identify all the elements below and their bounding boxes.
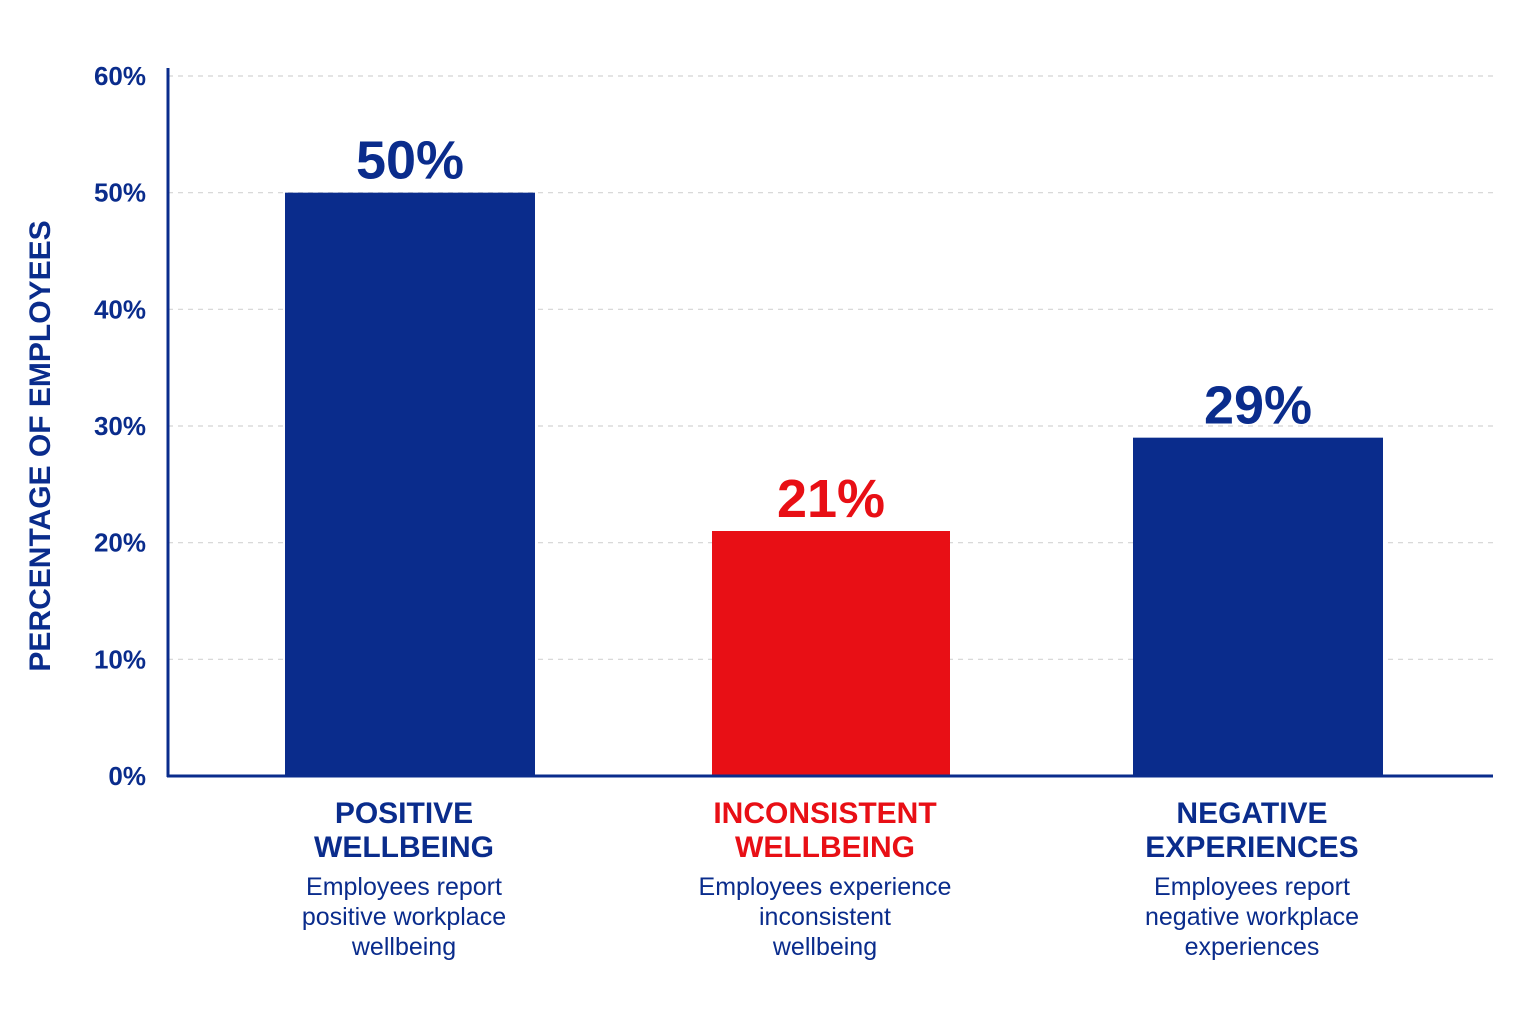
y-axis-title: PERCENTAGE OF EMPLOYEES xyxy=(24,220,57,671)
bar xyxy=(1133,437,1383,775)
category-title: WELLBEING xyxy=(314,831,494,864)
bar-value-label: 21% xyxy=(777,469,885,529)
y-tick-label: 10% xyxy=(94,644,146,674)
category-title: EXPERIENCES xyxy=(1145,831,1358,864)
category-title: NEGATIVE xyxy=(1176,797,1327,830)
category-description: Employees report xyxy=(1154,873,1350,901)
bar-value-label: 29% xyxy=(1204,376,1312,436)
category-description: positive workplace xyxy=(302,903,506,931)
y-tick-label: 60% xyxy=(94,61,146,91)
category-description: inconsistent xyxy=(759,903,891,931)
category-title: INCONSISTENT xyxy=(713,797,936,830)
bar-value-label: 50% xyxy=(356,131,464,191)
y-tick-label: 40% xyxy=(94,294,146,324)
category-description: wellbeing xyxy=(351,933,456,961)
category-description: wellbeing xyxy=(772,933,877,961)
y-tick-label: 20% xyxy=(94,528,146,558)
category-description: negative workplace xyxy=(1145,903,1359,931)
category-description: experiences xyxy=(1185,933,1320,961)
bars-layer xyxy=(285,192,1383,775)
y-tick-label: 0% xyxy=(108,761,146,791)
labels-layer: 0%10%20%30%40%50%60%50%POSITIVEWELLBEING… xyxy=(94,61,1359,961)
y-tick-label: 50% xyxy=(94,178,146,208)
y-tick-label: 30% xyxy=(94,411,146,441)
bar xyxy=(285,192,535,775)
category-title: POSITIVE xyxy=(335,797,473,830)
category-title: WELLBEING xyxy=(735,831,915,864)
axes-layer xyxy=(166,68,1493,778)
category-description: Employees experience xyxy=(699,873,952,901)
bar xyxy=(712,531,950,775)
category-description: Employees report xyxy=(306,873,502,901)
